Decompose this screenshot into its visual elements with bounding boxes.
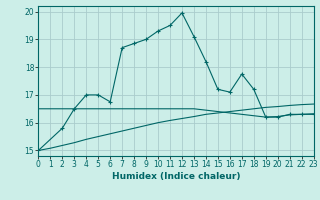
X-axis label: Humidex (Indice chaleur): Humidex (Indice chaleur)	[112, 172, 240, 181]
